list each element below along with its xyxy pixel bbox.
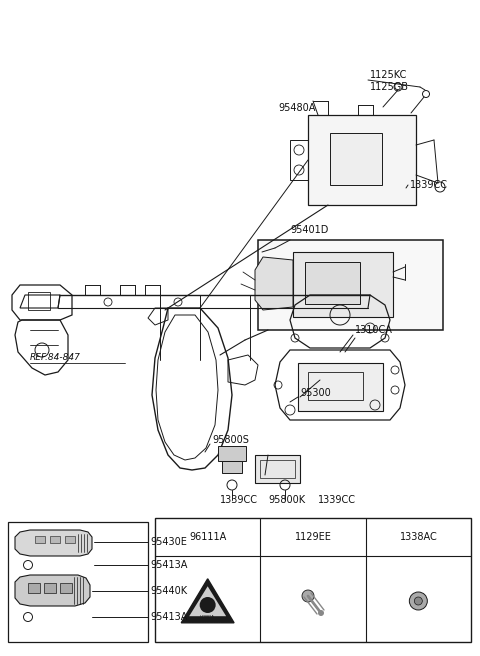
- Bar: [155, 518, 471, 642]
- Text: 95800S: 95800S: [212, 435, 249, 445]
- Bar: [255, 455, 300, 483]
- Bar: [258, 240, 443, 330]
- Bar: [28, 292, 50, 310]
- Text: REF.84-847: REF.84-847: [30, 354, 81, 363]
- Text: 96111A: 96111A: [189, 532, 226, 542]
- Bar: [28, 583, 40, 593]
- Polygon shape: [189, 586, 226, 616]
- Bar: [330, 133, 382, 185]
- Text: 1339CC: 1339CC: [318, 495, 356, 505]
- Bar: [60, 583, 72, 593]
- Bar: [222, 461, 242, 473]
- Text: 95480A: 95480A: [278, 103, 315, 113]
- Bar: [260, 460, 295, 478]
- Text: 1125GB: 1125GB: [370, 82, 409, 92]
- Text: 1310CA: 1310CA: [355, 325, 393, 335]
- Circle shape: [302, 590, 314, 602]
- Text: HONDA
SECURITY SYSTEM: HONDA SECURITY SYSTEM: [189, 615, 227, 624]
- Text: 1129EE: 1129EE: [295, 532, 331, 542]
- Circle shape: [318, 610, 324, 616]
- Text: 95413A: 95413A: [150, 560, 187, 570]
- Bar: [35, 536, 45, 543]
- Bar: [305, 262, 360, 304]
- Text: 95401D: 95401D: [290, 225, 328, 235]
- Bar: [293, 252, 393, 317]
- Text: 1125KC: 1125KC: [370, 70, 408, 80]
- Bar: [65, 536, 75, 543]
- Bar: [8, 522, 148, 642]
- Bar: [308, 115, 416, 205]
- Text: 1339CC: 1339CC: [410, 180, 448, 190]
- Bar: [218, 446, 246, 461]
- Circle shape: [200, 597, 216, 613]
- Text: 1339CC: 1339CC: [220, 495, 258, 505]
- Text: 95440K: 95440K: [150, 586, 187, 596]
- Text: 95800K: 95800K: [268, 495, 305, 505]
- Circle shape: [24, 560, 33, 569]
- Text: 1338AC: 1338AC: [399, 532, 437, 542]
- Polygon shape: [15, 575, 90, 606]
- Bar: [298, 363, 383, 411]
- Circle shape: [414, 597, 422, 605]
- Polygon shape: [15, 530, 92, 556]
- Text: 95430E: 95430E: [150, 537, 187, 547]
- Polygon shape: [181, 579, 234, 623]
- Bar: [308, 372, 363, 400]
- Polygon shape: [255, 257, 293, 310]
- Text: 95300: 95300: [300, 388, 331, 398]
- Circle shape: [409, 592, 427, 610]
- Bar: [50, 536, 60, 543]
- Circle shape: [24, 613, 33, 621]
- Text: 95413A: 95413A: [150, 612, 187, 622]
- Bar: [44, 583, 56, 593]
